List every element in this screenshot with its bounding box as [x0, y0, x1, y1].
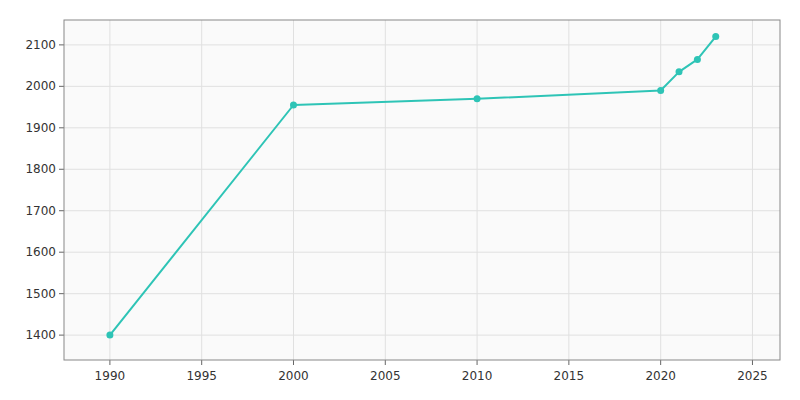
x-tick-label: 2020: [645, 369, 676, 383]
y-tick: [59, 127, 64, 128]
y-grid-line: [64, 127, 780, 128]
y-tick-label: 2100: [25, 38, 56, 52]
y-grid-line: [64, 86, 780, 87]
y-grid-line: [64, 210, 780, 211]
x-tick: [477, 360, 478, 365]
x-tick: [109, 360, 110, 365]
chart: 1990 1995 2000 2005 2010 2015 2020 2025 1400 1500…: [0, 0, 800, 400]
x-grid-line: [477, 20, 478, 360]
point: [676, 68, 683, 75]
x-tick-label: 1990: [95, 369, 126, 383]
point: [290, 102, 297, 109]
x-tick: [385, 360, 386, 365]
x-tick-label: 2005: [370, 369, 401, 383]
y-grid-line: [64, 293, 780, 294]
y-grid-line: [64, 44, 780, 45]
point: [474, 95, 481, 102]
point: [712, 33, 719, 40]
x-tick: [201, 360, 202, 365]
x-tick: [660, 360, 661, 365]
x-grid-line: [201, 20, 202, 360]
y-grid-line: [64, 169, 780, 170]
point: [657, 87, 664, 94]
y-tick: [59, 169, 64, 170]
y-tick: [59, 210, 64, 211]
x-tick: [568, 360, 569, 365]
y-tick: [59, 335, 64, 336]
grid: [64, 20, 780, 360]
line: [110, 37, 716, 336]
x-grid-line: [568, 20, 569, 360]
x-tick-label: 2015: [554, 369, 585, 383]
y-grid-line: [64, 335, 780, 336]
y-tick: [59, 252, 64, 253]
x-tick-label: 2025: [737, 369, 768, 383]
y-tick-label: 1900: [25, 121, 56, 135]
x-grid-line: [385, 20, 386, 360]
series: [106, 33, 719, 339]
chart-container: 1990 1995 2000 2005 2010 2015 2020 2025 1400 1500…: [0, 0, 800, 400]
x-grid-line: [660, 20, 661, 360]
x-tick: [293, 360, 294, 365]
y-tick-label: 1700: [25, 204, 56, 218]
y-tick-label: 1500: [25, 287, 56, 301]
axes: 1990 1995 2000 2005 2010 2015 2020 2025 1400 1500…: [25, 38, 767, 383]
x-tick-label: 2010: [462, 369, 493, 383]
x-grid-line: [293, 20, 294, 360]
y-tick-label: 1800: [25, 162, 56, 176]
y-grid-line: [64, 252, 780, 253]
y-tick: [59, 86, 64, 87]
plot-area: [64, 20, 780, 360]
x-grid-line: [752, 20, 753, 360]
x-tick: [752, 360, 753, 365]
x-grid-line: [109, 20, 110, 360]
plot-frame: [64, 20, 780, 360]
x-tick-label: 2000: [278, 369, 309, 383]
y-tick-label: 1600: [25, 245, 56, 259]
y-tick-label: 1400: [25, 328, 56, 342]
x-tick-label: 1995: [186, 369, 217, 383]
point: [694, 56, 701, 63]
point: [106, 332, 113, 339]
y-tick-label: 2000: [25, 79, 56, 93]
y-tick: [59, 293, 64, 294]
y-tick: [59, 44, 64, 45]
